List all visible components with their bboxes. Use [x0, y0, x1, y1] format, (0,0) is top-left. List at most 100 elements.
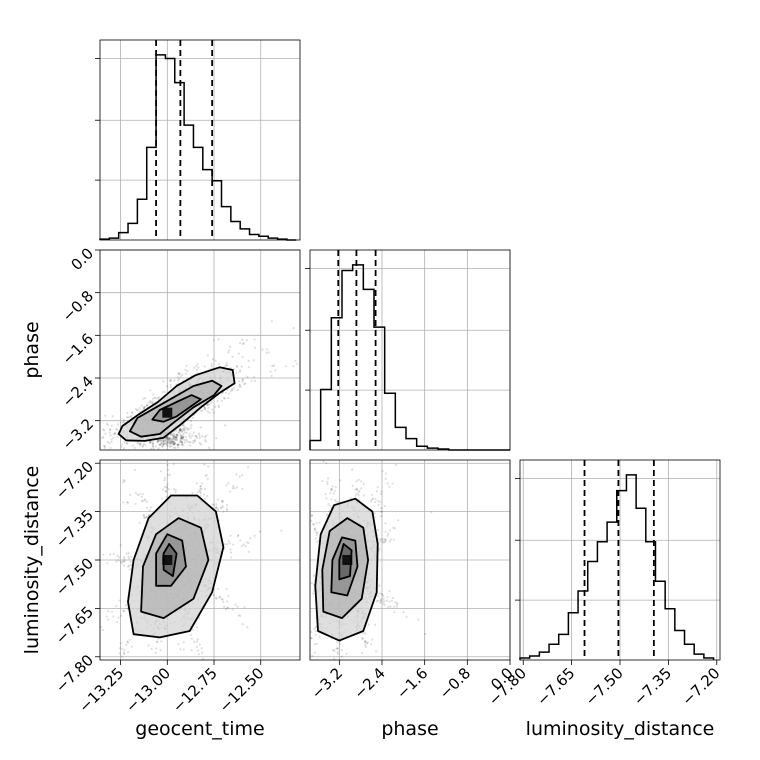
sample-point — [212, 593, 215, 597]
sample-point — [163, 390, 166, 393]
sample-point — [179, 427, 182, 430]
sample-point — [227, 540, 230, 543]
sample-point — [379, 599, 382, 602]
sample-point — [123, 421, 126, 424]
sample-point — [210, 365, 213, 368]
sample-point — [178, 427, 181, 430]
sample-point — [203, 497, 206, 500]
sample-point — [218, 596, 221, 599]
contour-1 — [321, 517, 369, 619]
sample-point — [252, 359, 255, 362]
sample-point — [376, 486, 379, 489]
sample-point — [154, 445, 157, 448]
sample-point — [225, 507, 228, 510]
xtick-label-luminosity-distance-2: −7.50 — [582, 664, 627, 709]
sample-point — [180, 430, 183, 433]
sample-point — [231, 355, 234, 358]
sample-point — [333, 649, 336, 652]
sample-point — [177, 376, 180, 379]
sample-point — [185, 364, 188, 367]
sample-point — [324, 493, 327, 496]
sample-point — [149, 441, 152, 444]
sample-point — [166, 464, 169, 467]
y-axis-label-luminosity-distance: luminosity_distance — [21, 466, 43, 655]
sample-point — [103, 445, 106, 448]
sample-point — [206, 477, 209, 480]
sample-point — [201, 651, 204, 654]
sample-point — [192, 431, 195, 434]
sample-point — [142, 407, 145, 410]
sample-point — [160, 440, 163, 443]
panel-hist-luminosity-distance — [515, 459, 721, 661]
sample-point — [196, 363, 199, 366]
sample-point — [220, 499, 223, 503]
xtick-label-phase-0: −3.2 — [308, 664, 346, 702]
sample-point — [181, 437, 184, 440]
sample-point — [221, 499, 224, 503]
sample-point — [145, 404, 148, 407]
sample-point — [238, 380, 241, 383]
sample-point — [217, 509, 220, 512]
sample-point — [173, 379, 176, 382]
sample-point — [179, 440, 182, 443]
sample-point — [232, 485, 235, 488]
sample-point — [167, 488, 170, 491]
sample-point — [130, 411, 133, 414]
sample-point — [165, 437, 168, 440]
sample-point — [269, 370, 272, 373]
sample-point — [177, 431, 180, 434]
sample-point — [330, 488, 333, 491]
sample-point — [392, 526, 395, 529]
sample-point — [265, 351, 268, 354]
sample-point — [123, 649, 126, 652]
sample-point — [211, 503, 214, 506]
quantiles-geocent-time — [155, 40, 214, 240]
sample-point — [102, 553, 105, 556]
sample-point — [217, 404, 220, 407]
sample-point — [402, 611, 405, 614]
sample-point — [203, 487, 206, 491]
sample-point — [151, 442, 154, 445]
sample-point — [219, 506, 223, 509]
sample-point — [310, 519, 313, 522]
sample-point — [218, 595, 222, 598]
sample-point — [126, 500, 129, 504]
sample-point — [205, 440, 208, 443]
sample-point — [136, 493, 139, 497]
x-axis-label-luminosity-distance: luminosity_distance — [526, 718, 715, 740]
sample-point — [149, 401, 152, 404]
sample-point — [163, 439, 166, 443]
sample-point — [169, 442, 172, 445]
sample-point — [206, 403, 209, 407]
sample-point — [381, 470, 384, 473]
sample-point — [164, 438, 167, 441]
sample-point — [121, 647, 124, 651]
sample-point — [148, 440, 151, 444]
sample-point — [174, 491, 177, 494]
sample-point — [364, 641, 367, 644]
sample-point — [179, 435, 183, 438]
sample-point — [332, 649, 335, 652]
sample-point — [336, 652, 340, 655]
sample-point — [164, 442, 167, 445]
sample-point — [246, 375, 249, 379]
sample-point — [364, 645, 367, 649]
yticks-hist-geocent-time — [95, 58, 100, 181]
sample-point — [146, 501, 149, 504]
sample-point — [390, 538, 393, 541]
sample-point — [181, 435, 184, 438]
sample-point — [199, 487, 202, 491]
sample-point — [177, 372, 180, 375]
sample-point — [364, 632, 367, 635]
sample-point — [182, 427, 185, 430]
sample-point — [138, 521, 141, 524]
sample-point — [145, 404, 148, 407]
sample-point — [315, 642, 318, 645]
sample-point — [315, 534, 318, 537]
sample-point — [384, 472, 387, 475]
sample-point — [161, 497, 164, 500]
sample-point — [386, 482, 389, 485]
sample-point — [121, 443, 124, 446]
sample-point — [193, 640, 196, 644]
